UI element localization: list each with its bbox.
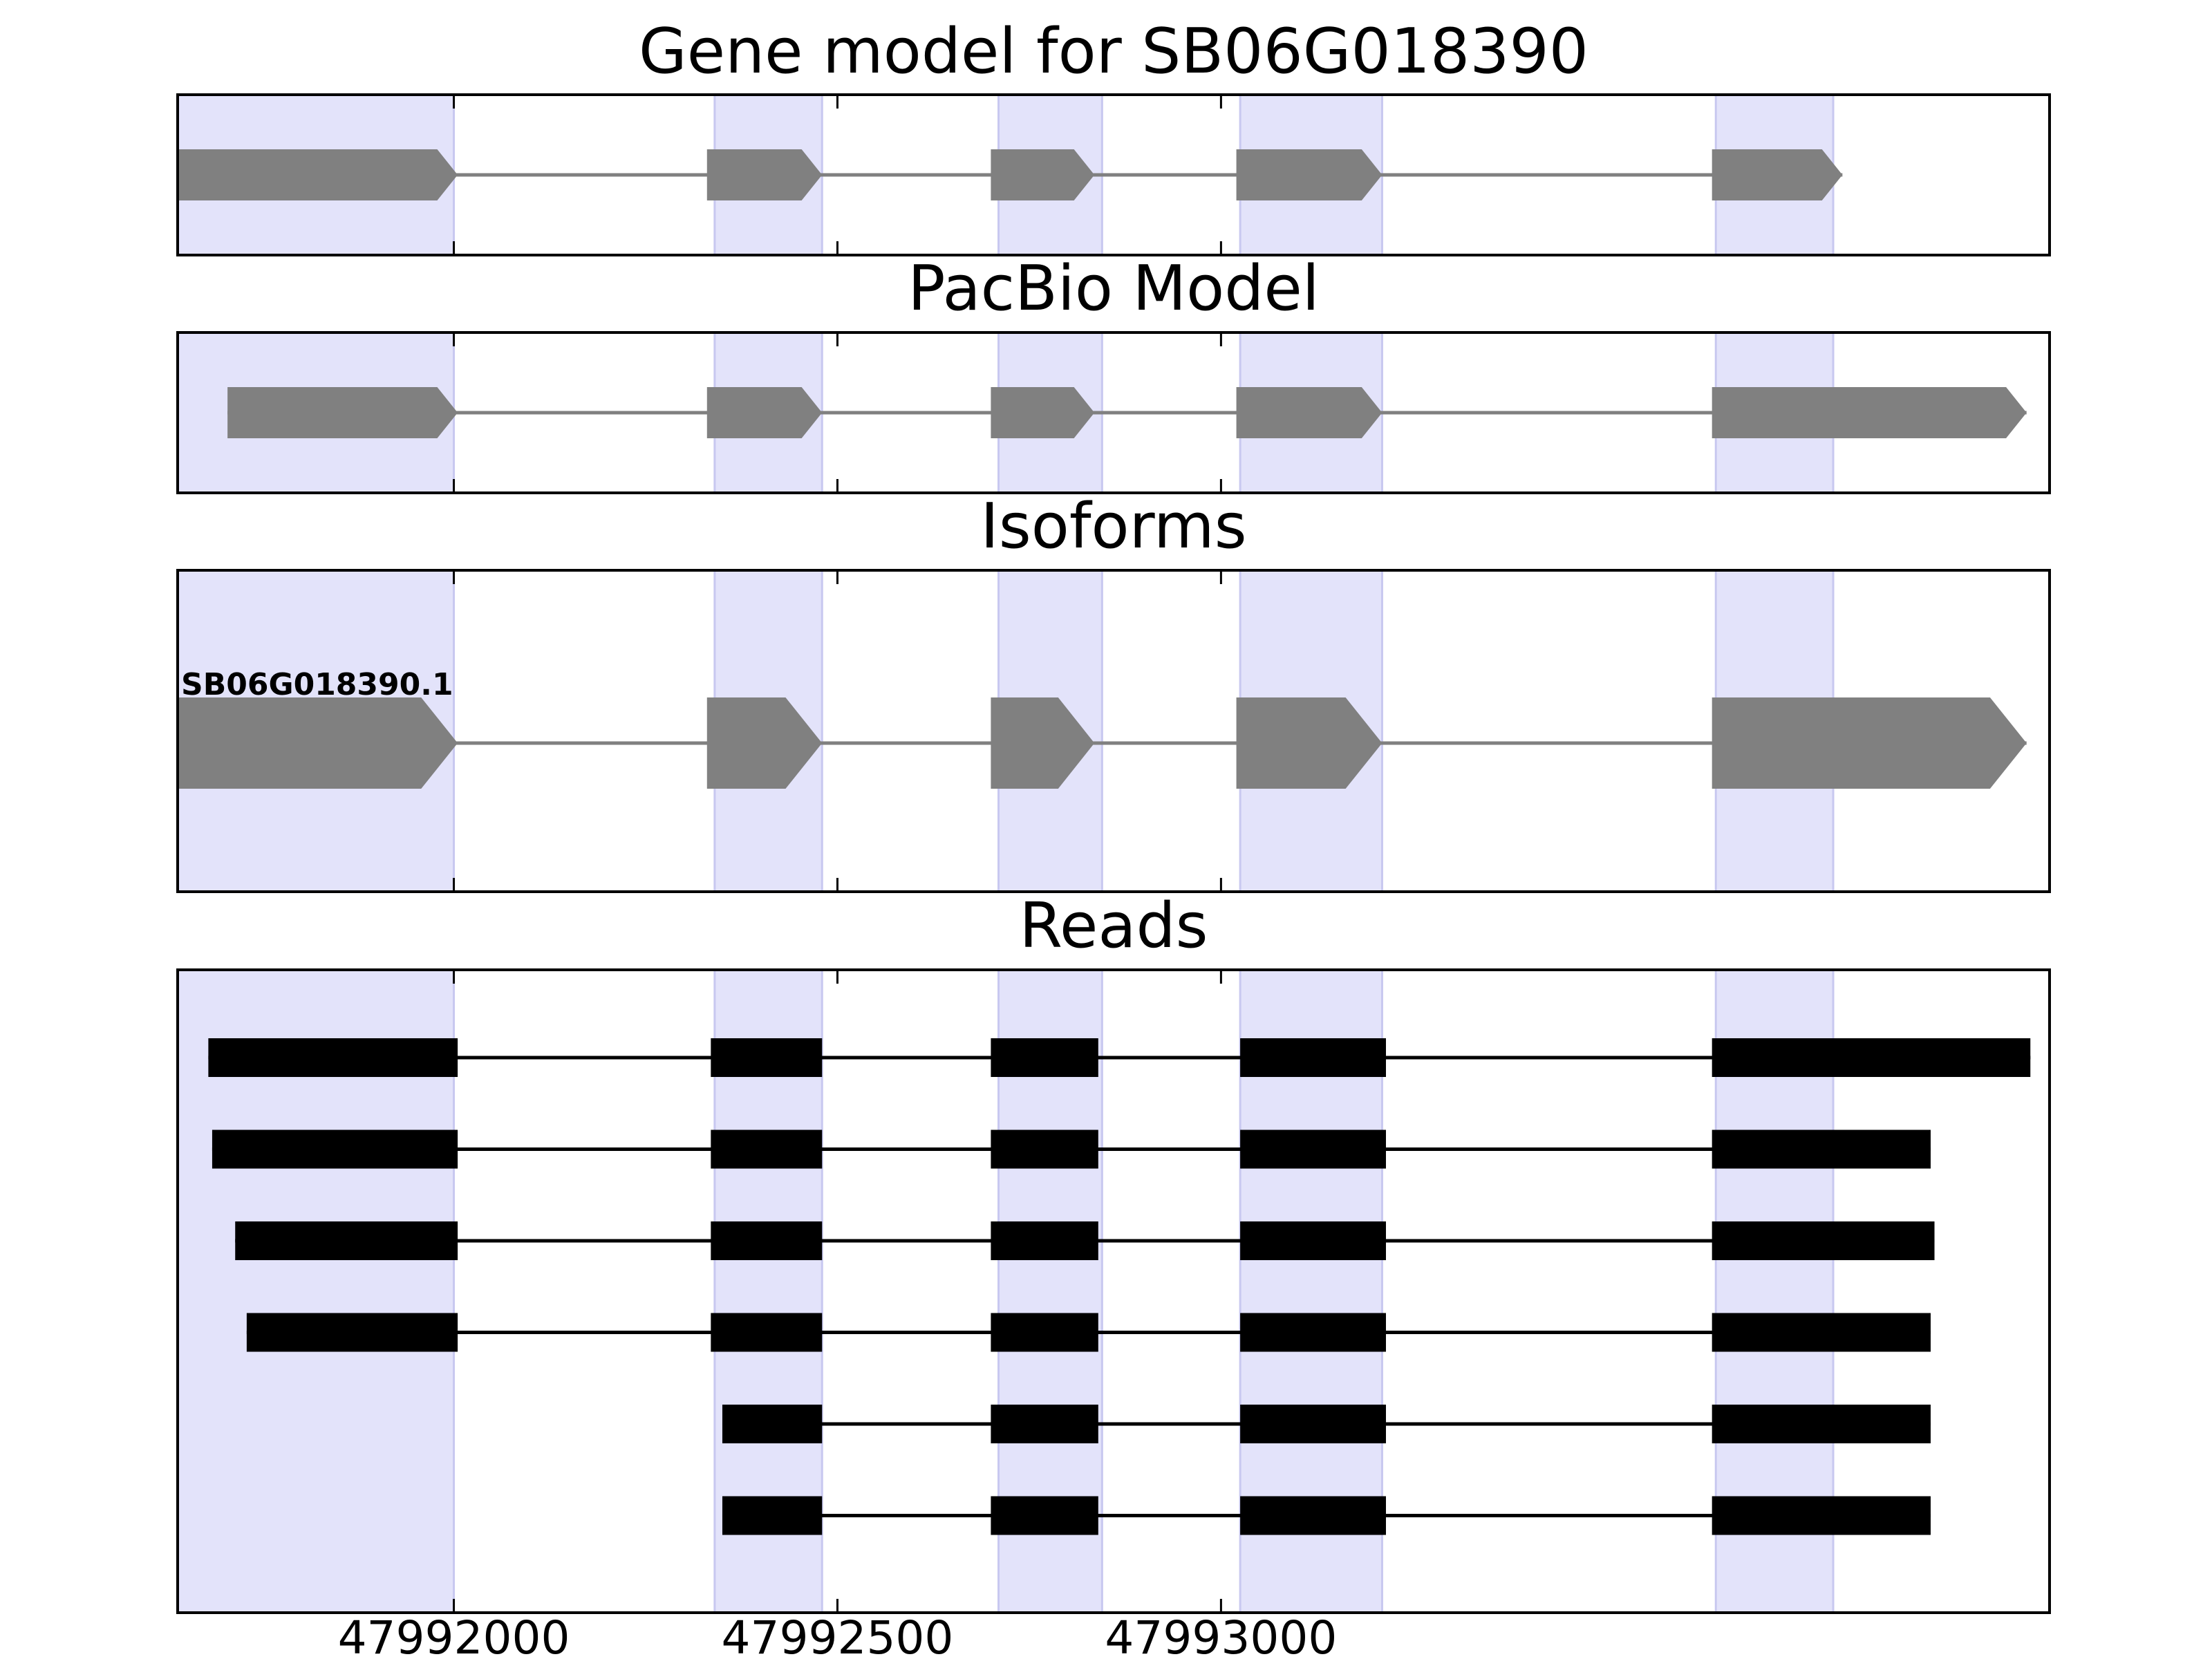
read-block — [991, 1221, 1098, 1260]
read-block — [1712, 1313, 1931, 1352]
panel-title: Gene model for SB06G018390 — [639, 15, 1588, 88]
panel-frame — [176, 569, 2051, 893]
read-block — [991, 1038, 1098, 1077]
read-block — [991, 1130, 1098, 1169]
read-block — [1240, 1221, 1386, 1260]
isoform-exon-arrow — [178, 697, 458, 789]
read-block — [1712, 1130, 1931, 1169]
read-block — [722, 1496, 823, 1535]
panel-frame — [176, 93, 2051, 256]
gene-model-exon-arrow — [1236, 149, 1382, 200]
gene-model-exon-arrow — [1712, 149, 1843, 200]
x-tick-label: 47993000 — [1105, 1611, 1337, 1659]
x-tick-label: 47992000 — [338, 1611, 570, 1659]
read-block — [212, 1130, 458, 1169]
pacbio-model-exon-arrow — [227, 387, 458, 438]
read-block — [208, 1038, 458, 1077]
panel-frame — [176, 968, 2051, 1614]
pacbio-model-exon-arrow — [706, 387, 823, 438]
read-row — [246, 1313, 1931, 1352]
pacbio-model-panel: PacBio Model — [176, 252, 2051, 494]
read-block — [991, 1496, 1098, 1535]
reads-panel: Reads 47992000 47992500 47993000 — [176, 890, 2051, 1659]
panel-title: PacBio Model — [908, 252, 1320, 325]
gene-model-panel: Gene model for SB06G018390 — [176, 15, 2051, 256]
pacbio-model-exon-arrow — [991, 387, 1095, 438]
read-row — [212, 1130, 1931, 1169]
isoforms-panel: SB06G018390.1 Isoforms — [176, 490, 2051, 893]
panel-frame — [176, 331, 2051, 494]
pacbio-model-exon-arrow — [1236, 387, 1382, 438]
isoform-exon-arrow — [991, 697, 1095, 789]
read-block — [722, 1405, 823, 1443]
read-block — [991, 1313, 1098, 1352]
read-block — [711, 1130, 823, 1169]
read-row — [722, 1496, 1931, 1535]
read-block — [1240, 1313, 1386, 1352]
read-block — [1712, 1496, 1931, 1535]
pacbio-model-exon-arrow — [1712, 387, 2027, 438]
gene-model-exon-arrow — [706, 149, 823, 200]
read-block — [1240, 1130, 1386, 1169]
gene-model-exon-arrow — [178, 149, 458, 200]
read-block — [711, 1038, 823, 1077]
read-row — [235, 1221, 1935, 1260]
read-row — [208, 1038, 2031, 1077]
isoform-exon-arrow — [706, 697, 823, 789]
isoform-label: SB06G018390.1 — [181, 667, 453, 702]
read-block — [1712, 1221, 1935, 1260]
read-block — [1240, 1496, 1386, 1535]
gene-model-exon-arrow — [991, 149, 1095, 200]
read-block — [1712, 1038, 2031, 1077]
isoform-exon-arrow — [1712, 697, 2027, 789]
read-block — [1240, 1038, 1386, 1077]
panel-title: Reads — [1019, 890, 1208, 962]
panel-title: Isoforms — [980, 490, 1246, 563]
read-block — [1712, 1405, 1931, 1443]
read-block — [246, 1313, 458, 1352]
isoform-exon-arrow — [1236, 697, 1382, 789]
read-block — [991, 1405, 1098, 1443]
read-block — [235, 1221, 458, 1260]
read-block — [1240, 1405, 1386, 1443]
read-block — [711, 1313, 823, 1352]
read-row — [722, 1405, 1931, 1443]
x-tick-label: 47992500 — [721, 1611, 953, 1659]
read-block — [711, 1221, 823, 1260]
